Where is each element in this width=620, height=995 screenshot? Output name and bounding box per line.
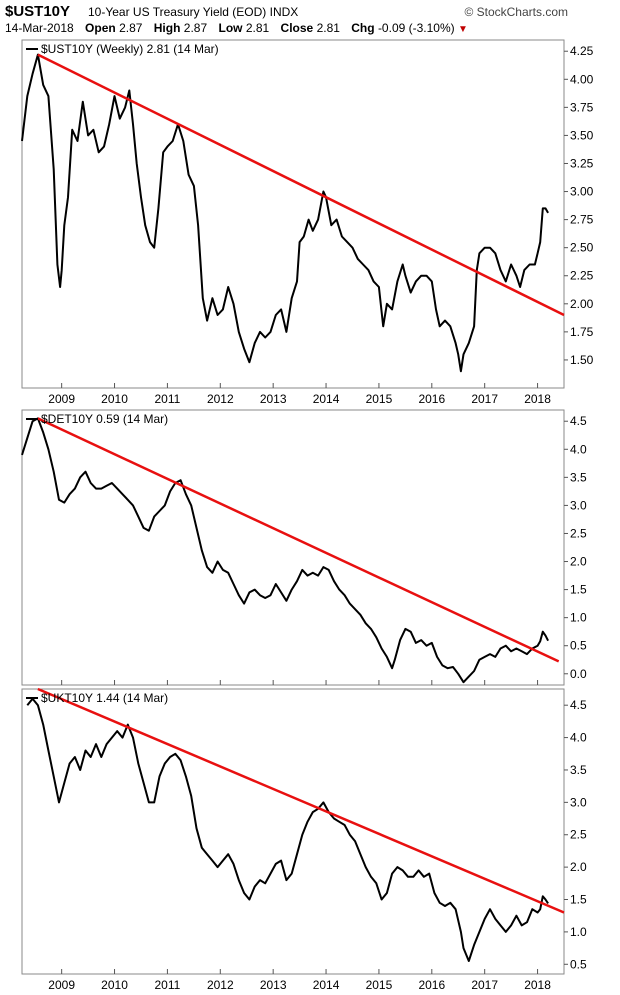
y-tick-label: 4.25 <box>570 44 594 58</box>
exchange-code: INDX <box>269 5 299 19</box>
chg-value: -0.09 (-3.10%) <box>377 21 455 35</box>
y-tick-label: 3.5 <box>570 470 587 484</box>
y-tick-label: 3.5 <box>570 763 587 777</box>
x-tick-label: 2009 <box>48 392 75 406</box>
panel-det10y: 0.0 0.5 1.0 1.5 2.0 2.5 3.0 3.5 4.0 4.5 $DET10Y 0.… <box>21 409 587 686</box>
y-tick-label: 3.0 <box>570 795 587 809</box>
close-value: 2.81 <box>316 21 340 35</box>
y-tick-label: 4.5 <box>570 414 587 428</box>
y-tick-label: 3.25 <box>570 156 594 170</box>
y-tick-label: 2.25 <box>570 269 594 283</box>
x-tick-label: 2018 <box>524 392 551 406</box>
y-tick-label: 4.0 <box>570 442 587 456</box>
x-tick-label: 2015 <box>366 978 393 992</box>
x-tick-label: 2012 <box>207 392 234 406</box>
y-tick-label: 1.0 <box>570 925 587 939</box>
x-tick-label: 2018 <box>524 978 551 992</box>
trendline <box>37 687 565 914</box>
y-tick-label: 4.00 <box>570 72 594 86</box>
legend-label: $UKT10Y 1.44 (14 Mar) <box>41 691 168 705</box>
ticker-symbol: $UST10Y <box>5 3 71 20</box>
y-tick-label: 2.75 <box>570 213 594 227</box>
panel-frame <box>21 409 565 686</box>
y-tick-label: 1.50 <box>570 353 594 367</box>
panel-ust10y: 1.50 1.75 2.00 2.25 2.50 2.75 3.00 3.25 3.50 3.75… <box>21 39 594 406</box>
y-tick-label: 2.0 <box>570 860 587 874</box>
y-tick-label: 1.75 <box>570 325 594 339</box>
y-tick-label: 3.75 <box>570 100 594 114</box>
panel-frame <box>21 39 565 389</box>
panel-ukt10y: 0.5 1.0 1.5 2.0 2.5 3.0 3.5 4.0 4.5 2009 2010 2011 2… <box>21 687 587 992</box>
series-line <box>21 53 549 373</box>
y-tick-label: 1.5 <box>570 583 587 597</box>
y-tick-label: 2.5 <box>570 526 587 540</box>
trendline <box>37 417 560 663</box>
y-tick-label: 1.5 <box>570 893 587 907</box>
x-tick-label: 2014 <box>313 392 340 406</box>
x-tick-label: 2017 <box>471 978 498 992</box>
x-tick-label: 2010 <box>101 392 128 406</box>
series-line <box>26 697 549 962</box>
y-tick-label: 2.5 <box>570 828 587 842</box>
brand-watermark: © StockCharts.com <box>464 5 568 19</box>
low-label: Low <box>218 21 243 35</box>
ticker-description: 10-Year US Treasury Yield (EOD) INDX <box>88 5 298 19</box>
close-label: Close <box>280 21 314 35</box>
x-tick-label: 2012 <box>207 978 234 992</box>
y-tick-label: 0.5 <box>570 639 587 653</box>
x-tick-label: 2016 <box>418 978 445 992</box>
trendline <box>37 53 565 317</box>
x-tick-label: 2009 <box>48 978 75 992</box>
chart-header: $UST10Y 10-Year US Treasury Yield (EOD) … <box>0 0 620 40</box>
high-label: High <box>153 21 181 35</box>
quote-date: 14-Mar-2018 <box>5 21 74 35</box>
x-tick-label: 2014 <box>313 978 340 992</box>
x-tick-label: 2015 <box>366 392 393 406</box>
y-tick-label: 4.5 <box>570 698 587 712</box>
y-tick-label: 3.00 <box>570 185 594 199</box>
x-tick-label: 2011 <box>155 392 181 406</box>
quote-summary: 14-Mar-2018 Open 2.87 High 2.87 Low 2.81… <box>5 21 468 35</box>
x-tick-label: 2013 <box>260 978 287 992</box>
x-tick-label: 2010 <box>101 978 128 992</box>
legend-label: $DET10Y 0.59 (14 Mar) <box>41 412 168 426</box>
y-tick-label: 2.0 <box>570 555 587 569</box>
y-tick-label: 2.50 <box>570 241 594 255</box>
x-tick-label: 2016 <box>418 392 445 406</box>
y-tick-label: 3.0 <box>570 498 587 512</box>
y-tick-label: 3.50 <box>570 128 594 142</box>
down-arrow-icon: ▼ <box>457 24 468 35</box>
low-value: 2.81 <box>245 21 270 35</box>
legend-label: $UST10Y (Weekly) 2.81 (14 Mar) <box>41 42 219 56</box>
x-tick-label: 2013 <box>260 392 287 406</box>
x-tick-label: 2017 <box>471 392 498 406</box>
high-value: 2.87 <box>183 21 208 35</box>
open-value: 2.87 <box>119 21 143 35</box>
open-label: Open <box>85 21 116 35</box>
y-tick-label: 0.5 <box>570 957 587 971</box>
y-tick-label: 2.00 <box>570 297 594 311</box>
x-tick-label: 2011 <box>155 978 181 992</box>
y-tick-label: 0.0 <box>570 667 587 681</box>
y-tick-label: 4.0 <box>570 731 587 745</box>
y-tick-label: 1.0 <box>570 611 587 625</box>
panel-frame <box>21 688 565 975</box>
series-line <box>21 417 549 684</box>
chg-label: Chg <box>351 21 375 35</box>
description-text: 10-Year US Treasury Yield (EOD) <box>88 5 267 19</box>
